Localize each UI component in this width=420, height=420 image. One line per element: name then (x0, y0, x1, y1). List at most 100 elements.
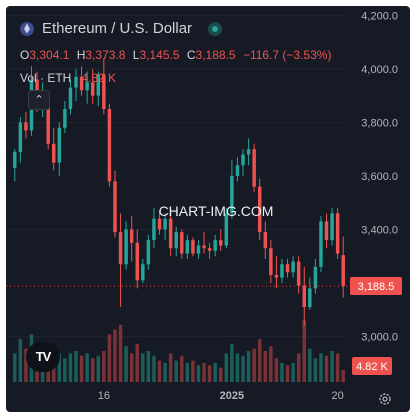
volume-bar (330, 351, 334, 382)
candle-body (257, 186, 262, 233)
volume-bars (13, 320, 345, 382)
candle-body (141, 264, 145, 281)
change-value: −116.7 (−3.53%) (242, 48, 332, 62)
volume-bar (224, 353, 229, 382)
candle-body (313, 266, 318, 289)
candle-body (57, 127, 62, 163)
axis-labels: 4,200.04,000.03,800.03,600.03,400.03,200… (98, 10, 402, 402)
volume-bar (291, 362, 295, 382)
volume-bar (274, 358, 279, 382)
volume-bar (102, 351, 106, 382)
candle-body (124, 229, 128, 265)
volume-bar (18, 339, 23, 382)
volume-bar (174, 360, 178, 382)
price-tick-label: 3,800.0 (361, 117, 398, 129)
volume-bar (180, 355, 184, 382)
volume-bar (124, 346, 128, 382)
candle-body (241, 154, 245, 166)
candle-body (168, 218, 173, 249)
candle-body (185, 240, 190, 254)
chevron-up-icon: ⌃ (34, 94, 44, 106)
symbol-header[interactable]: Ethereum / U.S. Dollar (20, 20, 223, 37)
volume-bar (168, 353, 173, 382)
volume-bar (252, 348, 256, 382)
volume-bar (296, 353, 301, 382)
candle-body (269, 248, 273, 275)
candle-body (68, 87, 73, 110)
candle-body (74, 76, 78, 88)
volume-bar (269, 346, 273, 382)
volume-value: 4.82 K (81, 71, 117, 85)
candle-body (302, 285, 306, 308)
candle-body (180, 232, 184, 254)
gear-icon[interactable] (378, 392, 392, 406)
volume-bar (107, 334, 112, 382)
volume-bar (96, 355, 101, 382)
close-value: 3,188.5 (195, 48, 236, 62)
price-chart[interactable]: 4,200.04,000.03,800.03,600.03,400.03,200… (6, 6, 410, 412)
candle-body (213, 240, 217, 251)
candle-body (308, 288, 312, 308)
candle-body (163, 218, 167, 230)
candle-body (174, 232, 178, 249)
volume-bar (196, 365, 201, 382)
last-volume-badge (352, 357, 392, 375)
volume-bar (85, 353, 89, 382)
last-volume-label: 4.82 K (356, 361, 388, 373)
volume-bar (90, 358, 95, 382)
open-key: O (20, 48, 30, 62)
volume-bar (57, 353, 62, 382)
candle-body (102, 74, 106, 110)
price-tick-label: 4,200.0 (361, 10, 398, 22)
volume-bar (335, 353, 340, 382)
volume-bar (207, 365, 212, 382)
volume-bar (308, 348, 312, 382)
candle-body (219, 240, 223, 246)
volume-bar (246, 351, 251, 382)
candle-body (296, 261, 301, 286)
live-dot-icon (208, 21, 223, 36)
watermark: CHART-IMG.COM (159, 203, 274, 219)
volume-bar (191, 360, 195, 382)
candle-body (246, 149, 251, 155)
candle-body (113, 181, 117, 233)
candle-body (63, 109, 67, 128)
volume-bar (235, 353, 240, 382)
volume-bar (280, 362, 284, 382)
candle-body (52, 143, 56, 163)
candle-body (13, 151, 17, 168)
ethereum-icon (20, 21, 34, 36)
candle-body (285, 264, 290, 273)
high-value: 3,373.8 (85, 48, 126, 62)
volume-bar (213, 362, 217, 382)
candle-body (207, 248, 212, 251)
high-key: H (76, 48, 86, 62)
volume-bar (74, 351, 78, 382)
open-value: 3,304.1 (29, 48, 70, 62)
volume-bar (241, 355, 245, 382)
candle-body (157, 218, 162, 230)
collapse-legend-button[interactable]: ⌃ (28, 90, 50, 110)
volume-bar (24, 348, 28, 382)
volume-bar (263, 351, 268, 382)
volume-bar (202, 362, 206, 382)
ohlc-legend: O3,304.1 H3,373.8 L3,145.5 C3,188.5 −116… (20, 48, 335, 62)
volume-bar (313, 358, 318, 382)
candle-body (96, 74, 101, 96)
volume-bar (141, 353, 145, 382)
price-tick-label: 4,000.0 (361, 64, 398, 76)
volume-bar (152, 355, 156, 382)
volume-bar (163, 362, 167, 382)
candle-body (235, 165, 240, 176)
volume-bar (13, 353, 17, 382)
low-key: L (132, 48, 140, 62)
price-tick-label: 3,600.0 (361, 171, 398, 183)
tradingview-logo[interactable]: TV (26, 342, 60, 372)
volume-bar (146, 351, 151, 382)
chart-panel: 4,200.04,000.03,800.03,600.03,400.03,200… (6, 6, 410, 412)
candle-body (202, 245, 206, 249)
volume-bar (341, 370, 345, 382)
volume-bar (135, 343, 139, 382)
volume-bar (285, 365, 290, 382)
last-price-label: 3,188.5 (358, 281, 395, 293)
